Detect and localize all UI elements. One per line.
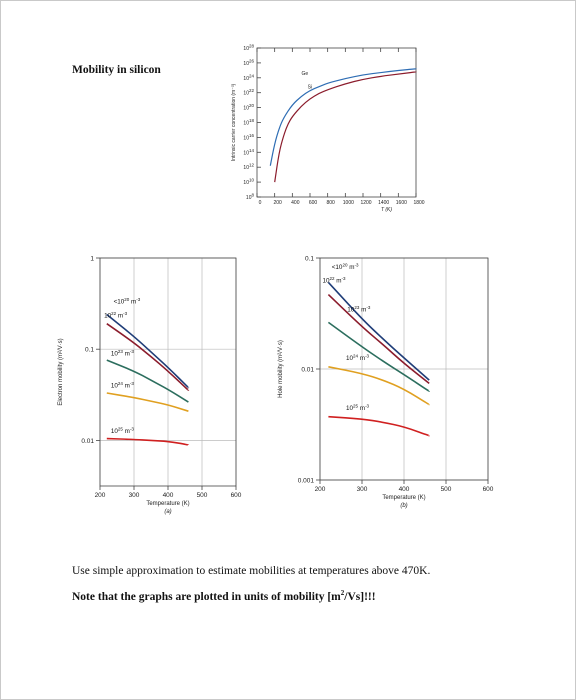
intrinsic-y-tick-label: 1012 xyxy=(243,163,254,172)
electron-y-tick-label: 0.01 xyxy=(81,438,94,445)
hole-series-line xyxy=(328,366,430,406)
hole-series-label: 1023 m-3 xyxy=(347,305,371,314)
hole-x-axis-label: Temperature (K) xyxy=(382,495,425,501)
hole-series-line xyxy=(327,321,430,393)
electron-x-axis-label: Temperature (K) xyxy=(146,501,189,507)
electron-series-line xyxy=(106,392,189,412)
intrinsic-x-tick-label: 1200 xyxy=(360,200,371,206)
hole-x-tick-label: 600 xyxy=(483,486,494,493)
intrinsic-y-tick-label: 1026 xyxy=(243,58,254,67)
page-heading: Mobility in silicon xyxy=(72,64,161,76)
electron-x-tick-label: 600 xyxy=(231,492,242,499)
electron-x-tick-label: 400 xyxy=(163,492,174,499)
intrinsic-x-axis-label: T (K) xyxy=(381,207,392,213)
electron-y-tick-label: 0.1 xyxy=(85,347,94,354)
intrinsic-y-tick-label: 1016 xyxy=(243,133,254,142)
electron-x-tick-label: 200 xyxy=(95,492,106,499)
electron-series-label: 1023 m-3 xyxy=(111,349,135,358)
intrinsic-x-tick-label: 200 xyxy=(273,200,282,206)
footer-note-approximation: Use simple approximation to estimate mob… xyxy=(72,565,431,577)
electron-series-label: 1024 m-3 xyxy=(111,381,135,390)
hole-y-tick-label: 0.001 xyxy=(298,478,315,485)
series-label-si: Si xyxy=(308,85,312,91)
electron-series-label: <1020 m-3 xyxy=(114,297,141,306)
intrinsic-y-tick-label: 1014 xyxy=(243,148,254,157)
hole-series-label: <1020 m-3 xyxy=(332,263,359,272)
electron-series-label: 1025 m-3 xyxy=(111,427,135,436)
electron-y-tick-label: 1 xyxy=(90,256,94,263)
footer-units-sup: 2 xyxy=(340,589,345,597)
intrinsic-y-tick-label: 1028 xyxy=(243,44,254,53)
intrinsic-y-tick-label: 1020 xyxy=(243,103,254,112)
intrinsic-y-tick-label: 1022 xyxy=(243,88,254,97)
electron-caption: (a) xyxy=(164,509,171,515)
electron-series-line xyxy=(106,313,190,389)
intrinsic-x-tick-label: 1600 xyxy=(396,200,407,206)
hole-series-label: 1022 m-3 xyxy=(323,276,347,285)
electron-series-line xyxy=(106,437,190,446)
intrinsic-series-ge-line xyxy=(269,68,417,166)
intrinsic-x-tick-label: 400 xyxy=(291,200,300,206)
intrinsic-x-tick-label: 800 xyxy=(326,200,335,206)
hole-y-tick-label: 0.01 xyxy=(301,367,314,374)
intrinsic-y-tick-label: 1024 xyxy=(243,73,254,82)
hole-series-line xyxy=(328,415,430,437)
hole-caption: (b) xyxy=(400,503,407,509)
electron-x-tick-label: 500 xyxy=(197,492,208,499)
electron-chart: 200 300 400 500 600 0.01 0.1 1 Temperature (K) (a… xyxy=(58,256,242,516)
hole-x-tick-label: 500 xyxy=(441,486,452,493)
hole-y-axis-label: Hole mobility (m²/V·s) xyxy=(278,340,284,398)
electron-series-line xyxy=(106,359,189,403)
intrinsic-x-tick-label: 1400 xyxy=(378,200,389,206)
electron-x-tick-label: 300 xyxy=(129,492,140,499)
intrinsic-y-tick-label: 1010 xyxy=(243,178,254,187)
intrinsic-x-tick-label: 0 xyxy=(259,200,262,206)
hole-x-tick-label: 400 xyxy=(399,486,410,493)
footer-units-end: /Vs]!!! xyxy=(344,590,376,603)
intrinsic-y-tick-label: 1018 xyxy=(243,118,254,127)
intrinsic-chart: 0 200 400 600 800 1000 1200 1400 1600 1800 108 1010… xyxy=(231,44,425,214)
intrinsic-y-axis-label: Intrinsic carrier concentration (m⁻³) xyxy=(231,83,237,161)
series-label-ge: Ge xyxy=(302,71,309,77)
intrinsic-series-si-line xyxy=(274,71,417,183)
intrinsic-x-tick-label: 600 xyxy=(309,200,318,206)
hole-chart: 200 300 400 500 600 0.001 0.01 0.1 Temperature (… xyxy=(278,256,494,510)
intrinsic-y-tick-label: 108 xyxy=(246,193,255,202)
intrinsic-x-tick-label: 1000 xyxy=(343,200,354,206)
footer-units-text: Note that the graphs are plotted in unit… xyxy=(72,590,341,603)
electron-y-axis-label: Electron mobility (m²/V·s) xyxy=(58,338,64,405)
hole-series-line xyxy=(327,281,430,381)
hole-x-tick-label: 300 xyxy=(357,486,368,493)
intrinsic-plot-frame xyxy=(256,47,417,198)
hole-series-label: 1025 m-3 xyxy=(346,404,370,413)
hole-series-label: 1024 m-3 xyxy=(346,354,370,363)
hole-y-tick-label: 0.1 xyxy=(305,256,314,263)
intrinsic-x-tick-label: 1800 xyxy=(413,200,424,206)
footer-note-units: Note that the graphs are plotted in unit… xyxy=(72,589,376,603)
hole-x-tick-label: 200 xyxy=(315,486,326,493)
electron-series-label: 1022 m-3 xyxy=(104,311,128,320)
electron-series-line xyxy=(106,323,190,392)
hole-series-line xyxy=(327,294,430,385)
